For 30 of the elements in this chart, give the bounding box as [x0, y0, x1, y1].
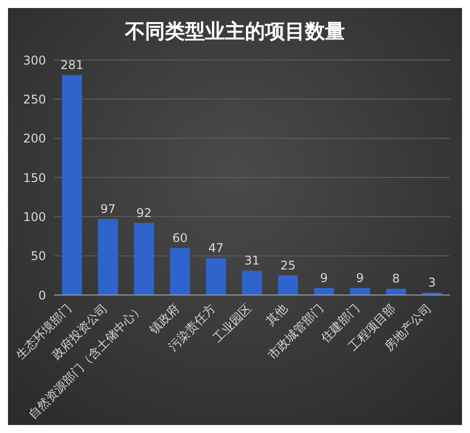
y-tick-label: 250: [23, 92, 46, 106]
data-label: 60: [172, 231, 188, 245]
y-tick-label: 0: [38, 288, 46, 302]
y-tick-label: 300: [23, 53, 46, 68]
x-tick-label: 其他: [263, 301, 290, 328]
bar: [98, 219, 118, 295]
data-label: 8: [392, 272, 400, 286]
bar: [134, 222, 154, 295]
y-tick-label: 50: [30, 249, 46, 264]
data-label: 9: [320, 270, 328, 285]
y-tick-label: 150: [23, 170, 46, 185]
bar: [62, 74, 82, 295]
bar: [206, 258, 226, 295]
bar: [170, 248, 190, 295]
bar: [350, 288, 370, 295]
data-label: 31: [244, 254, 260, 268]
data-label: 281: [60, 58, 84, 72]
data-label: 92: [136, 206, 152, 220]
bar: [242, 270, 262, 295]
data-label: 25: [280, 258, 296, 272]
y-tick-label: 200: [23, 132, 46, 146]
data-label: 3: [428, 276, 436, 290]
chart-title: 不同类型业主的项目数量: [124, 18, 346, 45]
data-label: 47: [208, 241, 224, 256]
data-label: 97: [100, 202, 116, 216]
bar: [278, 275, 298, 295]
data-label: 9: [356, 270, 364, 285]
y-tick-label: 100: [23, 210, 46, 224]
bar: [314, 288, 334, 295]
bar: [386, 288, 406, 295]
